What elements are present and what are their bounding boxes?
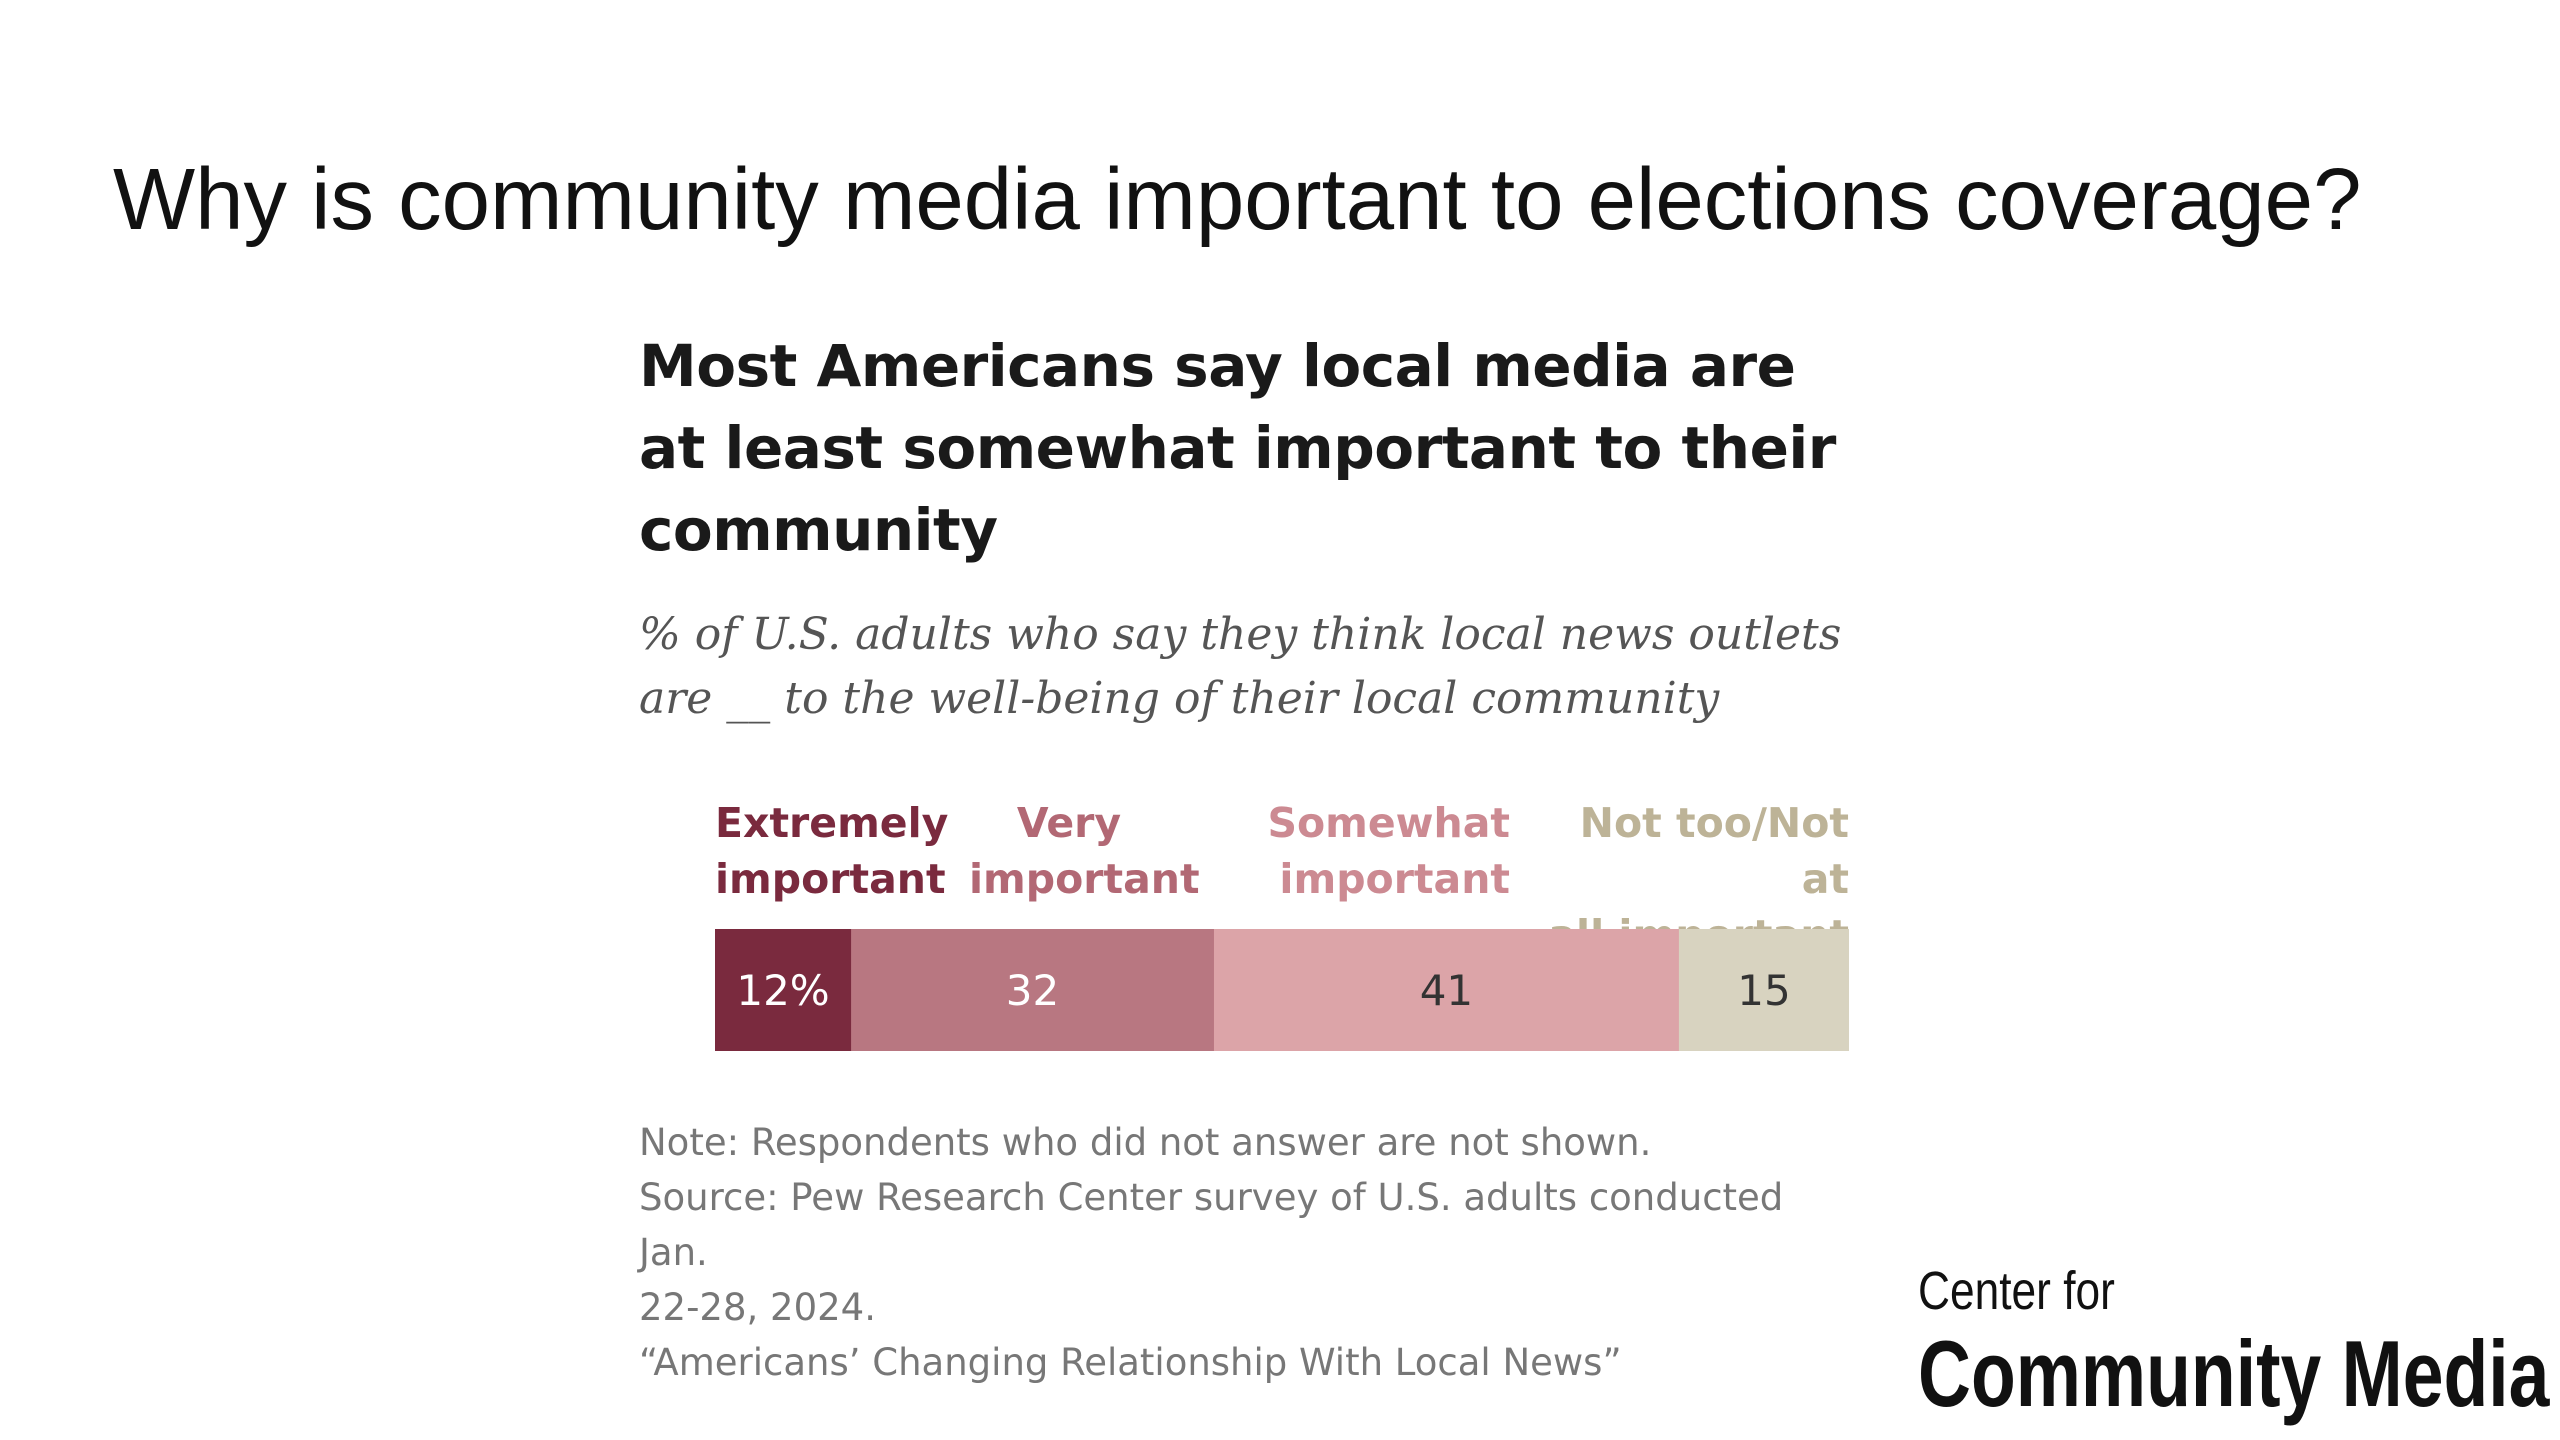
bar-segment-2	[851, 929, 1215, 1051]
bar-segment-1	[715, 929, 852, 1051]
source-text-line-2: 22-28, 2024.	[639, 1286, 876, 1329]
chart-title: Most Americans say local media are at le…	[639, 332, 1836, 564]
logo-line-2: Community Media	[1918, 1321, 2550, 1426]
chart-subtitle: % of U.S. adults who say they think loca…	[639, 609, 1842, 724]
bar-segment-3	[1213, 929, 1680, 1051]
legend-label-somewhat: Somewhat important	[1267, 799, 1510, 903]
stacked-bar-chart: 12% 32 41 15	[715, 929, 1849, 1051]
center-for-community-media-logo: Center for Community Media	[1918, 1258, 2560, 1424]
bar-value-label-4: 15	[1737, 966, 1790, 1015]
bar-value-label-1: 12%	[736, 966, 829, 1015]
report-title: “Americans’ Changing Relationship With L…	[639, 1341, 1622, 1384]
logo-line-1: Center for	[1918, 1261, 2115, 1321]
chart: Most Americans say local media are at le…	[639, 325, 1859, 1384]
source-text-line-1: Source: Pew Research Center survey of U.…	[639, 1176, 1784, 1274]
bar-value-label-2: 32	[1006, 966, 1059, 1015]
bar-segment-4	[1678, 929, 1849, 1051]
bar-value-label-3: 41	[1420, 966, 1473, 1015]
chart-legend: Extremely important Very important Somew…	[639, 795, 1859, 959]
chart-notes: Note: Respondents who did not answer are…	[639, 1115, 1839, 1390]
legend-label-extremely: Extremely important	[715, 799, 949, 903]
note-text: Note: Respondents who did not answer are…	[639, 1121, 1652, 1164]
slide-title: Why is community media important to elec…	[113, 151, 2362, 248]
legend-label-very: Very important	[969, 799, 1200, 903]
